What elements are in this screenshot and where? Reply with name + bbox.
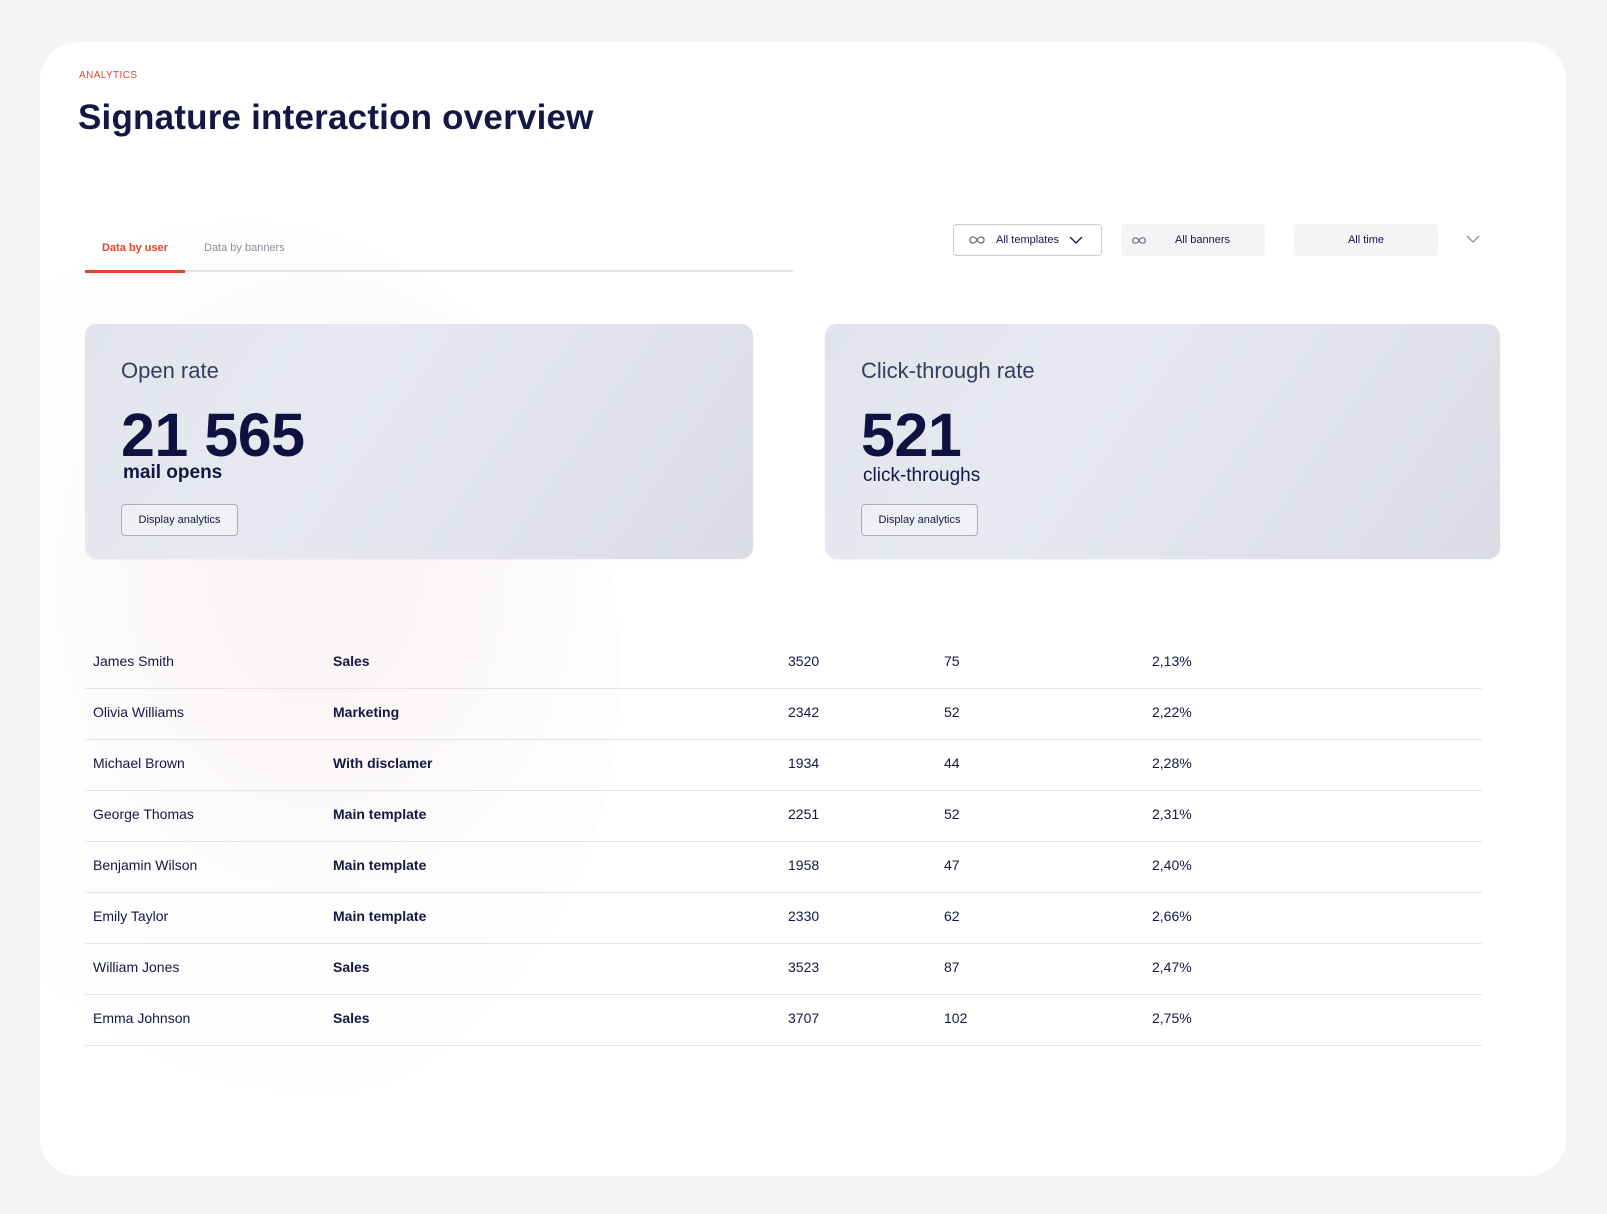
click-rate: 2,31% [1152,806,1192,822]
table-row[interactable]: Olivia Williams Marketing 2342 52 2,22% [85,689,1482,740]
display-click-analytics-button[interactable]: Display analytics [861,504,978,536]
opens-count: 2251 [788,806,820,822]
opens-count: 3707 [788,1010,820,1026]
open-rate-value: 21 565 [121,401,305,469]
user-name: Michael Brown [93,755,185,771]
open-rate-card: Open rate 21 565 mail opens Display anal… [85,324,753,559]
click-rate: 2,47% [1152,959,1192,975]
click-through-rate-label: Click-through rate [861,358,1035,383]
clicks-count: 52 [944,704,960,720]
click-through-rate-value: 521 [861,401,962,469]
user-name: Emma Johnson [93,1010,191,1026]
click-through-rate-unit: click-throughs [863,465,981,486]
table-row[interactable]: Benjamin Wilson Main template 1958 47 2,… [85,842,1482,893]
app-screen: ANALYTICS Signature interaction overview… [40,42,1566,1176]
opens-count: 1934 [788,755,820,771]
template-name: With disclamer [333,755,433,771]
click-rate: 2,40% [1152,857,1192,873]
infinity-icon [968,235,986,245]
user-name: James Smith [93,653,174,669]
table-row[interactable]: George Thomas Main template 2251 52 2,31… [85,791,1482,842]
clicks-count: 62 [944,908,960,924]
click-rate: 2,22% [1152,704,1192,720]
user-name: Emily Taylor [93,908,169,924]
clicks-count: 52 [944,806,960,822]
page-title: Signature interaction overview [78,98,594,137]
user-name: Benjamin Wilson [93,857,198,873]
chevron-down-icon[interactable] [1466,230,1486,250]
period-filter-dropdown[interactable]: All time [1294,224,1438,256]
chevron-down-icon [1069,236,1083,244]
template-name: Main template [333,806,427,822]
clicks-count: 44 [944,755,960,771]
user-name: William Jones [93,959,180,975]
tab-bar: Data by user Data by banners [85,230,793,273]
click-through-rate-card: Click-through rate 521 click-throughs Di… [825,324,1500,559]
clicks-count: 102 [944,1010,968,1026]
table-row[interactable]: James Smith Sales 3520 75 2,13% [85,638,1482,689]
user-data-table: James Smith Sales 3520 75 2,13% Olivia W… [85,638,1482,1046]
template-name: Main template [333,908,427,924]
click-rate: 2,28% [1152,755,1192,771]
click-rate: 2,75% [1152,1010,1192,1026]
template-name: Sales [333,959,370,975]
click-rate: 2,66% [1152,908,1192,924]
templates-filter-dropdown[interactable]: All templates [953,224,1102,256]
table-row[interactable]: Michael Brown With disclamer 1934 44 2,2… [85,740,1482,791]
template-name: Sales [333,1010,370,1026]
opens-count: 3523 [788,959,820,975]
period-filter-label: All time [1347,234,1385,246]
user-name: George Thomas [93,806,194,822]
tab-data-by-banners[interactable]: Data by banners [204,242,285,254]
clicks-count: 47 [944,857,960,873]
template-name: Sales [333,653,370,669]
table-row[interactable]: Emma Johnson Sales 3707 102 2,75% [85,995,1482,1046]
tab-data-by-user[interactable]: Data by user [85,242,185,273]
opens-count: 3520 [788,653,820,669]
banners-filter-dropdown[interactable]: All banners [1121,224,1265,256]
clicks-count: 87 [944,959,960,975]
click-rate: 2,13% [1152,653,1192,669]
open-rate-label: Open rate [121,358,219,383]
template-name: Main template [333,857,427,873]
table-row[interactable]: William Jones Sales 3523 87 2,47% [85,944,1482,995]
display-open-analytics-button[interactable]: Display analytics [121,504,238,536]
template-name: Marketing [333,704,400,720]
user-name: Olivia Williams [93,704,184,720]
banners-filter-label: All banners [1175,234,1231,246]
section-eyebrow: ANALYTICS [79,70,138,81]
table-row[interactable]: Emily Taylor Main template 2330 62 2,66% [85,893,1482,944]
opens-count: 1958 [788,857,820,873]
opens-count: 2330 [788,908,820,924]
clicks-count: 75 [944,653,960,669]
templates-filter-label: All templates [996,234,1059,246]
opens-count: 2342 [788,704,820,720]
open-rate-unit: mail opens [123,462,223,483]
infinity-icon [1131,236,1147,245]
